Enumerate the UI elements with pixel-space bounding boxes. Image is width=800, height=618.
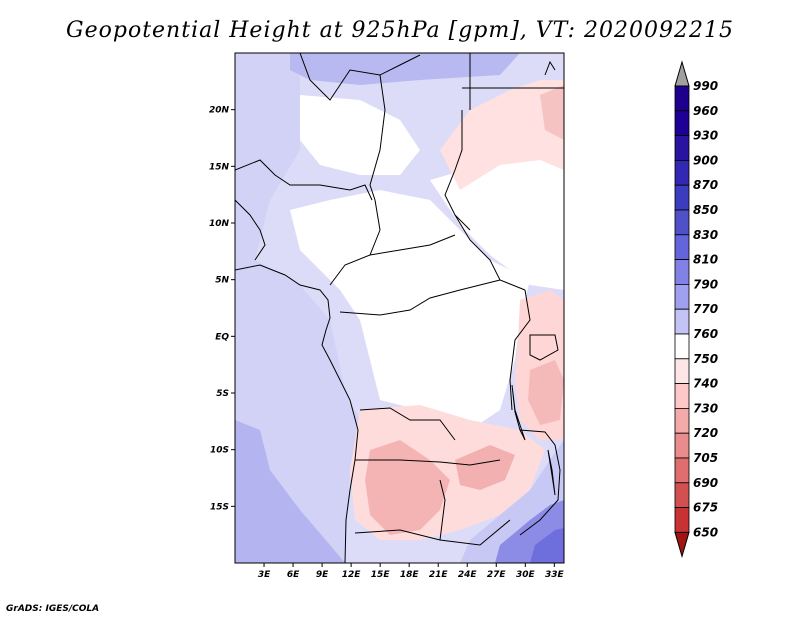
- field-north-band: [290, 53, 520, 85]
- grads-credit: GrADS: IGES/COLA: [6, 604, 100, 614]
- colorbar-segment: [674, 457, 690, 484]
- colorbar: 990 960 930 900 870 850 830 810 790 770 760 750 740 7…: [674, 60, 718, 559]
- lat-tick-label: 5N: [215, 276, 229, 286]
- border-18: [235, 199, 266, 261]
- colorbar-label: 740: [693, 377, 718, 391]
- colorbar-label: 830: [693, 228, 718, 242]
- colorbar-segment: [674, 358, 690, 384]
- colorbar-segment: [674, 209, 690, 236]
- lon-tick-label: 27E: [487, 570, 507, 580]
- colorbar-segment: [674, 135, 690, 161]
- border-1: [299, 53, 421, 101]
- lon-tick-label: 9E: [316, 570, 329, 580]
- colorbar-label: 650: [693, 525, 718, 539]
- border-10: [339, 279, 501, 316]
- colorbar-segment: [674, 308, 690, 335]
- lon-tick-label: 12E: [342, 570, 362, 580]
- lat-tick-label: 20N: [209, 106, 230, 116]
- field-northeast-pink: [440, 80, 564, 190]
- colorbar-label: 810: [693, 253, 718, 267]
- colorbar-segment: [674, 283, 690, 310]
- colorbar-top-arrow: [674, 60, 690, 87]
- colorbar-label: 790: [693, 277, 718, 291]
- colorbar-label: 930: [693, 129, 718, 143]
- border-16: [529, 334, 559, 361]
- border-19: [544, 60, 556, 76]
- lat-tick-label: 10S: [210, 446, 229, 456]
- colorbar-segment: [674, 234, 690, 261]
- colorbar-label: 750: [693, 352, 718, 366]
- lon-tick-label: 30E: [516, 570, 536, 580]
- border-8: [454, 214, 526, 291]
- colorbar-label: 720: [693, 426, 718, 440]
- colorbar-segment: [674, 383, 690, 409]
- field-northeast-salmon: [540, 85, 564, 140]
- colorbar-label: 850: [693, 203, 718, 217]
- lat-tick-label: 15N: [209, 162, 230, 172]
- lake-tanganyika: [511, 384, 526, 441]
- border-12: [359, 407, 456, 441]
- colorbar-segment: [674, 184, 690, 211]
- field-east-salmon: [528, 360, 564, 425]
- field-north-white: [300, 95, 420, 175]
- lon-tick-label: 15E: [371, 570, 391, 580]
- field-southeast-darkest: [530, 528, 564, 563]
- latitude-axis: 20N 15N 10N 5N EQ 5S 10S 15S: [209, 106, 235, 512]
- colorbar-segment: [674, 333, 690, 360]
- border-17: [519, 429, 561, 536]
- coastline-west-africa: [235, 264, 359, 563]
- colorbar-label: 675: [693, 501, 718, 515]
- colorbar-label: 705: [693, 451, 718, 465]
- lake-malawi: [547, 449, 556, 496]
- lat-tick-label: 5S: [216, 389, 229, 399]
- lon-tick-label: 18E: [400, 570, 420, 580]
- map-plot-area: 20N 15N 10N 5N EQ 5S 10S 15S 3E 6E 9E 12E 15E 18E 21E…: [209, 52, 565, 580]
- colorbar-segment: [674, 110, 690, 137]
- colorbar-label: 690: [693, 476, 718, 490]
- field-south-salmon: [365, 440, 450, 535]
- lat-tick-label: EQ: [215, 332, 229, 342]
- lon-tick-label: 24E: [458, 570, 478, 580]
- colorbar-label: 760: [693, 327, 718, 341]
- border-15: [439, 479, 446, 541]
- map-title: Geopotential Height at 925hPa [gpm], VT:…: [66, 18, 734, 43]
- colorbar-label: 960: [693, 104, 718, 118]
- colorbar-segment: [674, 507, 690, 533]
- field-southwest-deep: [235, 420, 345, 563]
- lon-tick-label: 6E: [287, 570, 300, 580]
- colorbar-bottom-arrow: [674, 531, 690, 559]
- lon-tick-label: 33E: [545, 570, 565, 580]
- borders-coastlines: [235, 53, 564, 563]
- colorbar-segment: [674, 85, 690, 112]
- colorbar-segment: [674, 407, 690, 434]
- colorbar-segment: [674, 432, 690, 459]
- lat-tick-label: 10N: [209, 219, 230, 229]
- colorbar-segment: [674, 482, 690, 508]
- border-2: [369, 74, 386, 201]
- colorbar-segment: [674, 259, 690, 285]
- border-9: [369, 234, 456, 256]
- map-frame: [234, 52, 565, 564]
- colorbar-label: 990: [693, 79, 718, 93]
- colorbar-label: 870: [693, 178, 718, 192]
- colorbar-label: 730: [693, 401, 718, 415]
- lon-tick-label: 21E: [429, 570, 449, 580]
- height-field: [235, 53, 564, 563]
- lat-tick-label: 15S: [210, 502, 229, 512]
- border-13: [355, 459, 501, 466]
- colorbar-label: 770: [693, 302, 718, 316]
- lon-tick-label: 3E: [258, 570, 271, 580]
- longitude-axis: 3E 6E 9E 12E 15E 18E 21E 24E 27E 30E 33E: [258, 563, 565, 580]
- border-3: [235, 159, 373, 201]
- colorbar-label: 900: [693, 153, 718, 167]
- field-west-ocean: [235, 53, 360, 563]
- border-4: [444, 110, 471, 231]
- field-southeast-salmon: [455, 445, 515, 490]
- border-11: [509, 289, 531, 411]
- colorbar-segment: [674, 159, 690, 186]
